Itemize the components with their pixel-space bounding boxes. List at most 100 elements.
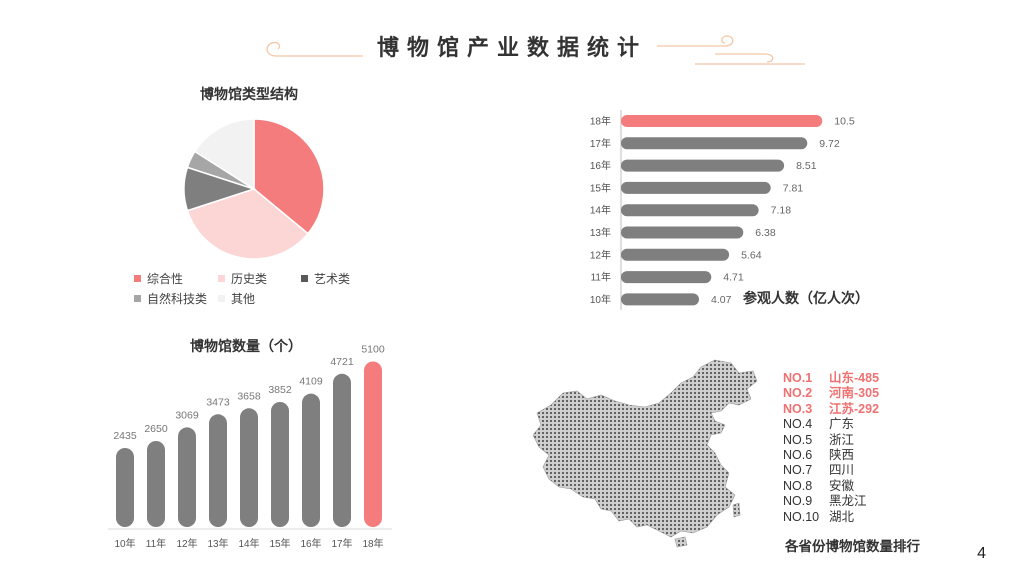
visitors-value-label: 4.71 (723, 272, 744, 284)
ranking-caption: 各省份博物馆数量排行 (785, 539, 920, 554)
museum-count-value-label: 2435 (113, 430, 137, 442)
ranking-province: 河南-305 (829, 386, 880, 401)
museum-count-value-label: 3852 (268, 384, 292, 396)
pie-chart-title: 博物馆类型结构 (200, 86, 298, 102)
visitors-bar (621, 271, 712, 284)
ranking-item: NO.2 河南-305 (783, 386, 879, 401)
title-decoration-right (655, 34, 815, 70)
ranking-item: NO.4 广东 (783, 417, 879, 432)
museum-count-value-label: 5100 (361, 343, 385, 355)
legend-item-art: 艺术类 (301, 270, 350, 287)
page-title: 博物馆产业数据统计 (376, 35, 647, 60)
ranking-number: NO.9 (783, 494, 813, 509)
ranking-item: NO.7 四川 (783, 463, 879, 478)
legend-item-comprehensive: 综合性 (134, 270, 183, 287)
ranking-number: NO.7 (783, 463, 813, 478)
ranking-item: NO.8 安徽 (783, 479, 879, 494)
visitors-value-label: 5.64 (741, 249, 762, 261)
visitors-category-label: 15年 (590, 181, 611, 194)
visitors-category-label: 17年 (590, 137, 611, 150)
visitors-category-label: 18年 (590, 115, 611, 128)
visitors-category-label: 16年 (590, 159, 611, 172)
ranking-number: NO.6 (783, 448, 813, 463)
visitors-bar (621, 115, 823, 127)
museum-count-value-label: 2650 (144, 423, 168, 435)
visitors-bar (621, 204, 759, 217)
legend-swatch (134, 275, 141, 283)
museum-count-category-label: 16年 (300, 537, 321, 550)
legend-label: 艺术类 (314, 272, 351, 286)
visitors-value-label: 9.72 (819, 138, 840, 150)
visitors-category-label: 10年 (590, 293, 611, 306)
ranking-number: NO.4 (783, 417, 813, 432)
ranking-province: 浙江 (829, 432, 855, 447)
pie-chart (183, 118, 325, 260)
visitors-category-label: 12年 (590, 248, 611, 261)
ranking-number: NO.10 (783, 509, 820, 524)
museum-count-category-label: 10年 (114, 537, 135, 550)
museum-count-bar (209, 414, 227, 527)
museum-count-value-label: 3473 (206, 396, 230, 408)
museum-count-value-label: 4109 (299, 376, 323, 388)
ranking-number: NO.5 (783, 432, 813, 447)
ranking-province: 陕西 (829, 448, 855, 463)
museum-count-bar (116, 447, 134, 527)
ranking-item: NO.10 湖北 (783, 510, 879, 525)
museum-count-bar (178, 427, 196, 527)
legend-item-history: 历史类 (218, 270, 267, 287)
ranking-item: NO.5 浙江 (783, 433, 879, 448)
visitors-value-label: 8.51 (796, 160, 817, 172)
museum-count-bar (271, 401, 289, 527)
visitors-value-label: 4.07 (711, 294, 732, 306)
ranking-item: NO.6 陕西 (783, 448, 879, 463)
visitors-bar-chart: 18年 10.5 17年 9.72 16年 8.51 15年 7.81 14年 7.18 13年 6.… (590, 110, 855, 310)
ranking-province: 山东-485 (829, 371, 880, 385)
visitors-bar (621, 248, 730, 261)
visitors-category-label: 14年 (590, 204, 611, 217)
museum-count-category-label: 12年 (176, 537, 197, 550)
museum-count-bar (333, 373, 351, 527)
visitors-bar (621, 293, 700, 306)
ranking-item: NO.1 山东-485 (783, 371, 879, 386)
museum-count-value-label: 4721 (330, 356, 354, 368)
visitors-value-label: 10.5 (834, 116, 855, 128)
visitors-bar (621, 137, 808, 150)
ranking-number: NO.1 (783, 371, 813, 385)
china-map-image (532, 359, 758, 548)
ranking-province: 广东 (829, 417, 855, 432)
visitors-value-label: 7.18 (771, 205, 792, 217)
ranking-province: 黑龙江 (829, 494, 867, 509)
legend-label: 自然科技类 (147, 292, 208, 306)
pie-slice-0 (253, 118, 325, 235)
museum-count-category-label: 17年 (331, 537, 352, 550)
museum-count-category-label: 13年 (207, 537, 228, 550)
legend-label: 综合性 (147, 272, 184, 286)
legend-label: 其他 (231, 292, 256, 306)
province-ranking-list: NO.1 山东-485 NO.2 河南-305 NO.3 江苏-292 NO.4 广东 NO.5… (783, 371, 879, 525)
museum-count-bar (302, 393, 320, 527)
pie-slice-1 (186, 188, 309, 260)
museum-count-category-label: 14年 (238, 537, 259, 550)
visitors-category-label: 13年 (590, 226, 611, 239)
museum-count-title: 博物馆数量（个） (190, 338, 302, 354)
museum-count-bar (364, 361, 382, 527)
page-number: 4 (977, 545, 986, 562)
pie-legend: 综合性 历史类 艺术类 自然科技类 其他 (134, 270, 394, 310)
museum-count-bar (240, 408, 258, 527)
title-decoration-left (258, 34, 368, 64)
museum-count-category-label: 15年 (269, 537, 290, 550)
legend-swatch (218, 275, 225, 283)
visitors-value-label: 7.81 (783, 182, 804, 194)
legend-item-science: 自然科技类 (134, 290, 207, 307)
ranking-item: NO.3 江苏-292 (783, 402, 879, 417)
visitors-value-label: 6.38 (755, 227, 776, 239)
museum-count-bar (147, 441, 165, 527)
legend-label: 历史类 (231, 272, 268, 286)
visitors-bar (621, 159, 785, 172)
legend-swatch (134, 295, 141, 303)
museum-count-category-label: 11年 (146, 537, 166, 550)
ranking-province: 安徽 (829, 478, 855, 493)
legend-swatch (301, 275, 308, 283)
museum-count-value-label: 3069 (175, 409, 199, 421)
legend-swatch (218, 295, 225, 303)
